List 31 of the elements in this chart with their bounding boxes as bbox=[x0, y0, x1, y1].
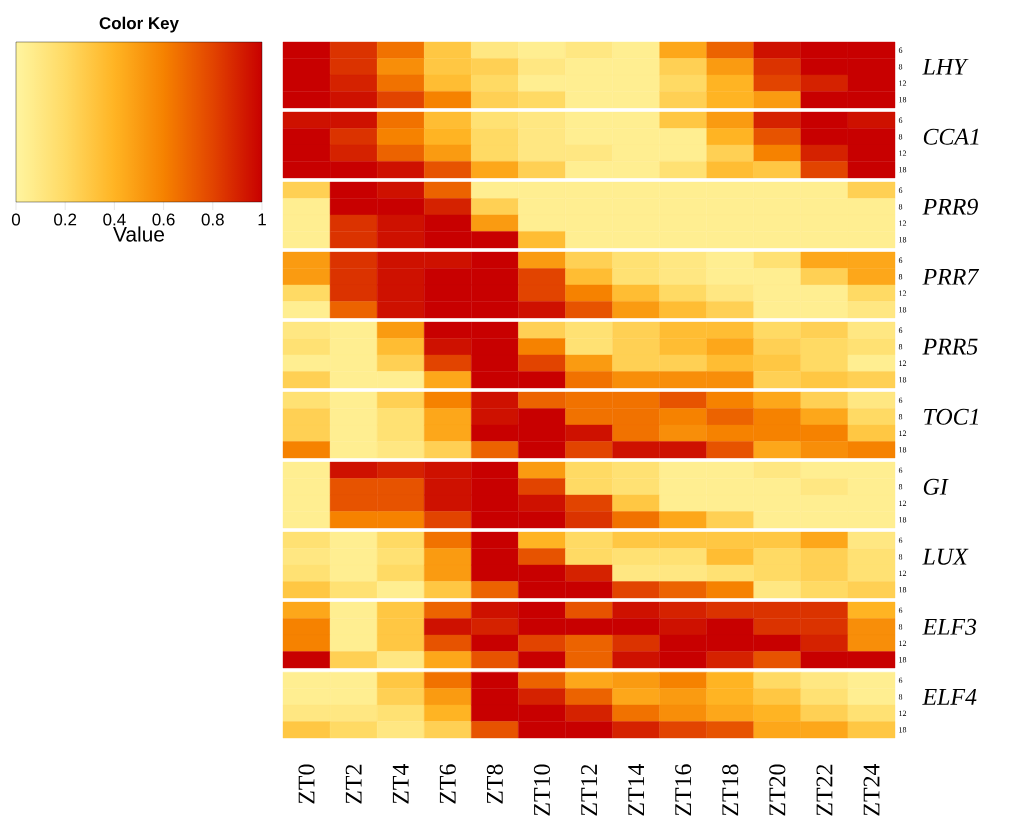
x-tick-label: ZT12 bbox=[581, 764, 597, 816]
x-tick-label: ZT8 bbox=[486, 764, 503, 804]
x-tick-label: ZT10 bbox=[533, 764, 550, 816]
color-bar-label: 0.8 bbox=[201, 213, 224, 226]
color-bar-label: 0.4 bbox=[103, 213, 126, 226]
x-tick-label: ZT24 bbox=[863, 763, 880, 816]
y2-tick-label: CCA1 bbox=[923, 128, 979, 145]
x-tick-label: ZT4 bbox=[392, 763, 409, 804]
y2-tick-label: GI bbox=[923, 478, 949, 495]
color-bar-label: 0.2 bbox=[54, 213, 77, 226]
color-bar-label: 0 bbox=[11, 213, 21, 226]
x-tick-label: ZT0 bbox=[298, 764, 315, 804]
y2-tick-label: TOC1 bbox=[924, 408, 978, 425]
color-bar-title: Value bbox=[113, 226, 165, 242]
color-bar-label: 1 bbox=[258, 213, 266, 226]
x-tick-label: ZT18 bbox=[722, 764, 739, 816]
y2-tick-label: PRR7 bbox=[922, 268, 980, 285]
x-tick-label: ZT16 bbox=[675, 764, 692, 816]
y2-tick-label: ELF4 bbox=[922, 688, 977, 705]
legend-title: Color Key bbox=[99, 16, 179, 33]
x-tick-label: ZT2 bbox=[345, 764, 362, 804]
x-tick-label: ZT22 bbox=[816, 764, 833, 816]
x-tick-label: ZT14 bbox=[628, 763, 644, 816]
color-bar-label: 0.6 bbox=[152, 213, 175, 226]
x-tick-label: ZT20 bbox=[769, 764, 786, 816]
y2-tick-label: LUX bbox=[922, 548, 969, 565]
y2-tick-label: ELF3 bbox=[922, 618, 977, 635]
y2-tick-label: PRR9 bbox=[922, 198, 978, 215]
y2-tick-label: PRR5 bbox=[922, 338, 978, 355]
x-tick-label: ZT6 bbox=[439, 764, 456, 804]
y2-tick-label: LHY bbox=[922, 58, 969, 75]
